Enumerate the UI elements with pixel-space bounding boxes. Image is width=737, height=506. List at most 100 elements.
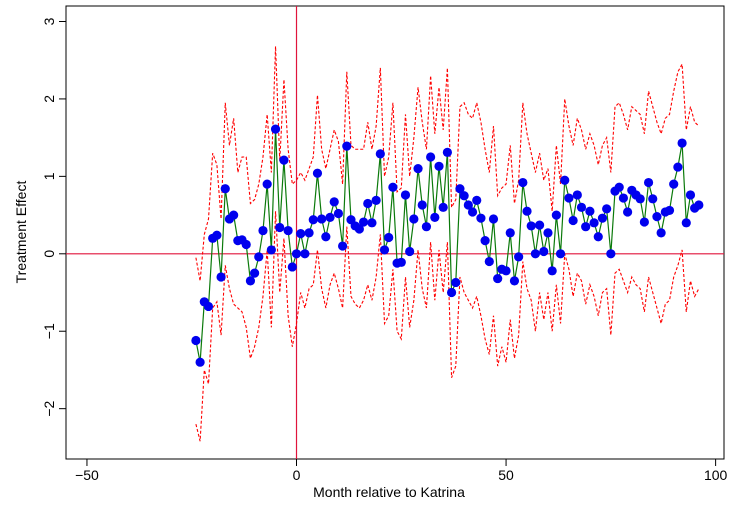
estimate-point — [652, 212, 662, 222]
estimate-point — [384, 232, 394, 243]
estimate-point — [325, 212, 335, 222]
estimate-point — [635, 194, 645, 204]
estimate-point — [317, 214, 327, 224]
estimate-point — [258, 225, 268, 236]
estimate-point — [547, 266, 557, 276]
estimate-point — [593, 232, 603, 242]
estimate-point — [379, 245, 390, 255]
estimate-point — [459, 191, 469, 201]
estimate-point — [669, 179, 679, 189]
estimate-point — [602, 204, 612, 214]
estimate-point — [220, 184, 230, 194]
estimate-point — [442, 147, 452, 157]
estimate-point — [656, 228, 666, 238]
estimate-point — [518, 177, 528, 188]
estimate-point — [476, 213, 486, 223]
estimate-point — [551, 210, 561, 220]
y-tick-label: −1 — [41, 323, 57, 339]
estimate-point — [367, 218, 377, 228]
estimate-point — [296, 229, 306, 239]
estimate-point — [279, 155, 289, 165]
estimate-point — [371, 195, 381, 205]
estimate-point — [241, 239, 251, 250]
estimate-point — [417, 200, 427, 210]
estimate-point — [530, 249, 541, 259]
estimate-point — [526, 221, 536, 231]
estimate-point — [191, 335, 201, 346]
estimate-point — [413, 164, 423, 174]
estimate-point — [614, 182, 624, 192]
estimate-point — [409, 214, 419, 224]
x-tick-label: 50 — [498, 467, 514, 483]
x-tick-label: 0 — [293, 467, 301, 483]
estimate-point — [677, 138, 687, 148]
estimate-point — [560, 175, 570, 185]
estimate-point — [405, 246, 415, 257]
estimate-point — [623, 207, 633, 217]
estimate-point — [509, 276, 520, 286]
estimate-point — [539, 246, 549, 257]
estimate-point — [581, 222, 591, 232]
x-tick-label: 100 — [704, 467, 728, 483]
estimate-point — [585, 206, 595, 216]
y-axis-title: Treatment Effect — [13, 181, 29, 284]
y-tick-label: 2 — [41, 95, 57, 103]
estimate-point — [606, 249, 616, 259]
estimate-point — [522, 206, 532, 216]
estimate-point — [694, 200, 704, 210]
estimate-point — [262, 179, 272, 189]
estimate-point — [329, 197, 339, 207]
estimate-point — [484, 256, 494, 267]
estimate-point — [308, 215, 318, 225]
estimate-point — [576, 202, 587, 212]
estimate-point — [618, 193, 629, 203]
estimate-point — [287, 262, 297, 272]
estimate-point — [589, 218, 599, 228]
estimate-point — [451, 277, 461, 288]
estimate-point — [681, 218, 691, 228]
estimate-point — [639, 217, 649, 227]
estimate-point — [396, 257, 406, 267]
estimate-point — [195, 357, 205, 367]
estimate-point — [564, 193, 574, 203]
x-tick-label: −50 — [75, 467, 99, 483]
estimate-point — [648, 194, 658, 204]
estimate-point — [501, 266, 511, 276]
x-axis-title: Month relative to Katrina — [313, 484, 465, 500]
estimate-point — [300, 249, 310, 259]
estimate-point — [534, 220, 545, 230]
estimate-point — [514, 252, 524, 262]
estimate-point — [572, 190, 582, 200]
estimate-point — [321, 232, 331, 242]
estimate-point — [472, 195, 482, 205]
y-tick-label: 1 — [41, 172, 57, 180]
estimate-point — [216, 272, 226, 282]
estimate-point — [291, 249, 302, 259]
estimate-point — [480, 236, 490, 246]
estimate-point — [388, 182, 398, 192]
estimate-point — [254, 252, 264, 262]
estimate-point — [363, 198, 373, 209]
estimate-point — [543, 228, 553, 238]
estimate-point — [643, 177, 654, 188]
estimate-point — [664, 205, 675, 216]
y-tick-label: 3 — [41, 17, 57, 25]
estimate-point — [568, 215, 578, 226]
estimate-point — [245, 276, 256, 286]
estimate-point — [275, 222, 285, 233]
estimate-point — [597, 213, 608, 223]
estimate-point — [685, 190, 696, 200]
estimate-point — [438, 202, 448, 212]
estimate-point — [505, 228, 515, 238]
estimate-point — [250, 268, 260, 278]
estimate-point — [203, 301, 214, 312]
estimate-point — [421, 222, 432, 232]
estimate-point — [358, 217, 369, 227]
estimate-point — [375, 149, 385, 159]
estimate-point — [463, 200, 473, 210]
estimate-point — [673, 162, 683, 172]
estimate-point — [266, 245, 276, 255]
estimate-point — [354, 224, 364, 234]
y-tick-label: −2 — [41, 400, 57, 416]
